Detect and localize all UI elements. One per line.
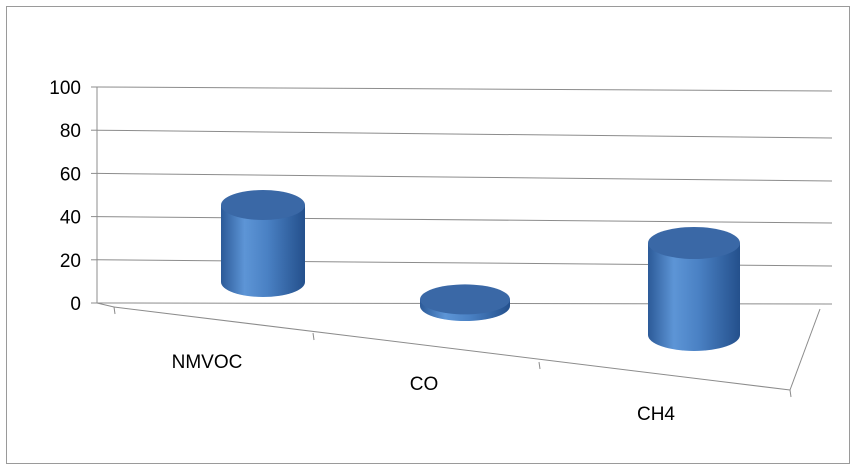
bar-top (420, 284, 510, 315)
y-tick-label: 0 (70, 294, 81, 315)
bar-top (221, 190, 305, 220)
y-tick-label: 20 (60, 251, 81, 272)
x-tick-mark (312, 332, 315, 341)
y-tick-label: 40 (60, 208, 81, 229)
bar-body (221, 205, 305, 297)
category-label: NMVOC (172, 352, 243, 373)
category-labels: NMVOC CO CH4 (172, 352, 676, 425)
gridline-60 (96, 172, 833, 182)
x-axis-line (113, 306, 791, 391)
floor-left-edge (96, 302, 115, 308)
category-label: CH4 (637, 404, 675, 425)
x-tick-mark (113, 306, 116, 315)
bar-body (648, 243, 740, 351)
floor-right-edge (789, 308, 821, 391)
x-tick-mark (538, 361, 541, 370)
gridline-80 (96, 129, 833, 139)
y-tick-label: 80 (60, 121, 81, 142)
category-label: CO (410, 374, 439, 395)
bar-ch4 (648, 227, 740, 351)
bars (221, 190, 740, 351)
bar-nmvoc (221, 190, 305, 297)
y-tick-label: 100 (49, 78, 81, 99)
x-tick-mark (789, 389, 792, 398)
y-axis-tick-labels: 0 20 40 60 80 100 (49, 78, 81, 315)
bar-top (648, 227, 740, 259)
gridline-100 (96, 86, 833, 92)
y-tick-label: 60 (60, 164, 81, 185)
bar-co (420, 284, 510, 321)
gridline-40 (96, 216, 833, 224)
